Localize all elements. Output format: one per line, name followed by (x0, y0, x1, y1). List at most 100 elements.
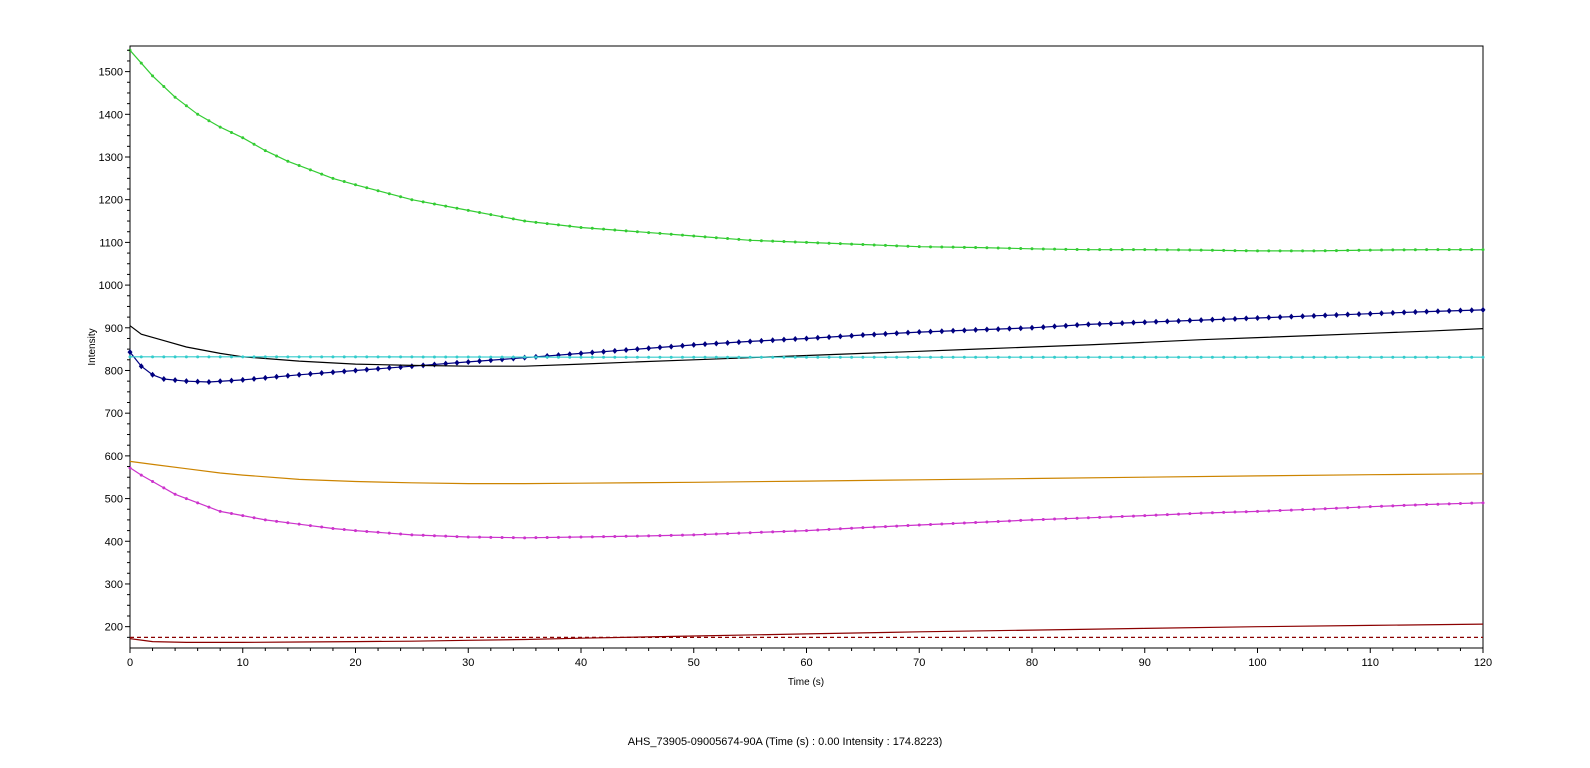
series-1-point (996, 246, 1000, 250)
series-2-point (1232, 315, 1238, 322)
series-6-point (568, 535, 572, 539)
y-tick-label: 600 (105, 451, 123, 463)
series-6-point (308, 524, 312, 528)
series-1-point (229, 130, 233, 134)
series-2-point (1469, 307, 1475, 314)
series-1-point (1413, 248, 1417, 252)
series-1-point (275, 154, 279, 158)
y-tick-label: 1100 (99, 237, 123, 249)
series-2-point (1176, 317, 1182, 324)
series-4-point (331, 355, 335, 359)
series-6-point (906, 524, 910, 528)
x-tick-label: 100 (1248, 657, 1266, 669)
series-1-point (523, 219, 527, 223)
series-4-point (1357, 355, 1361, 359)
series-4-point (647, 355, 651, 359)
series-1-point (680, 233, 684, 237)
series-6-point (1041, 517, 1045, 521)
series-4-point (726, 355, 730, 359)
series-1-point (1154, 248, 1158, 252)
series-4-point (1301, 355, 1305, 359)
series-6-point (1177, 512, 1181, 516)
series-2-point (950, 327, 956, 334)
series-1-point (624, 229, 628, 233)
x-axis: 0 10 20 30 40 50 60 70 80 90 100 110 120 (127, 648, 1492, 669)
series-1-point (1210, 248, 1214, 252)
series-4-point (196, 355, 200, 359)
series-4-point (275, 355, 279, 359)
series-4-point (1041, 355, 1045, 359)
series-6-point (320, 525, 324, 529)
series-4-point (1470, 355, 1474, 359)
series-1-point (500, 215, 504, 219)
series-6-point (635, 534, 639, 538)
series-1-point (579, 225, 583, 229)
series-1-point (365, 186, 369, 190)
series-2-point (882, 330, 888, 337)
series-6-point (387, 531, 391, 535)
series-2-point (443, 360, 449, 367)
series-2-point (454, 359, 460, 366)
series-2-point (465, 358, 471, 365)
series-1-point (241, 136, 245, 140)
series-6-point (1368, 505, 1372, 509)
series-1-point (218, 125, 222, 129)
series-4-point (737, 355, 741, 359)
series-6-point (1323, 507, 1327, 511)
series-6-point (726, 532, 730, 536)
series-4-point (128, 355, 132, 359)
series-6-point (1425, 503, 1429, 507)
series-6-point (1075, 516, 1079, 520)
series-1-point (1312, 249, 1316, 253)
series-6-point (1267, 509, 1271, 513)
series-6-point (883, 525, 887, 529)
series-1-point (466, 208, 470, 212)
x-tick-label: 0 (127, 657, 133, 669)
series-4-point (1154, 355, 1158, 359)
series-2-point (1266, 314, 1272, 321)
series-4-point (1425, 355, 1429, 359)
series-6-point (1458, 502, 1462, 506)
series-2-point (341, 368, 347, 375)
series-2-point (206, 379, 212, 386)
series-4-point (1120, 355, 1124, 359)
series-2-point (307, 370, 313, 377)
x-tick-label: 90 (1139, 657, 1151, 669)
series-6-point (1301, 508, 1305, 512)
series-6-point (1064, 517, 1068, 521)
series-6-point (805, 529, 808, 533)
series-6-point (421, 533, 425, 537)
series-6-point (218, 509, 222, 513)
series-line-5 (129, 460, 1484, 485)
series-6-point (613, 534, 617, 538)
series-2-point (1164, 318, 1170, 325)
series-1-point (1041, 247, 1045, 251)
series-1-point (1244, 249, 1248, 253)
series-4-point (602, 355, 606, 359)
series-2-point (815, 334, 821, 341)
series-2-point (1390, 309, 1396, 316)
series-6-point (511, 536, 515, 540)
series-1-point (1357, 248, 1361, 252)
series-1-point (421, 200, 425, 204)
series-6-point (838, 527, 842, 531)
series-4-point (1131, 355, 1135, 359)
series-6-point (241, 514, 245, 518)
series-2-point (1040, 324, 1046, 331)
series-6-point (579, 535, 583, 539)
series-1-point (658, 231, 662, 235)
series-6-point (940, 522, 944, 526)
series-1-point (1188, 248, 1192, 252)
series-2-point (1401, 309, 1407, 316)
series-6-point (1165, 513, 1169, 517)
series-1-point (985, 246, 989, 250)
series-2-point (1221, 316, 1227, 323)
series-line-3 (129, 325, 1484, 367)
series-1-point (1053, 247, 1057, 251)
series-1-point (805, 240, 808, 244)
series-2-point (826, 334, 832, 341)
series-4-point (466, 355, 470, 359)
series-2-point (1424, 308, 1430, 315)
series-6-point (951, 522, 955, 526)
